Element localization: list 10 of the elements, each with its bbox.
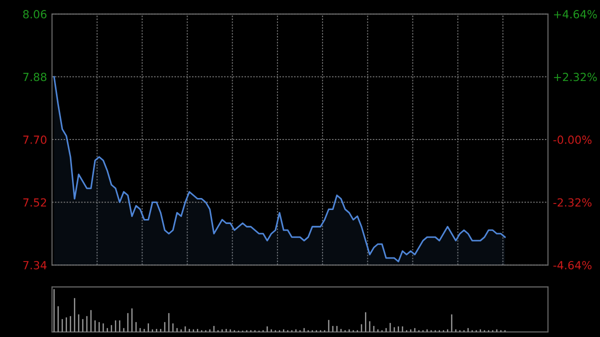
y2-tick-label: -4.64% bbox=[553, 260, 592, 270]
y2-tick-label: -0.00% bbox=[553, 136, 592, 144]
y-tick-label: 7.52 bbox=[23, 198, 46, 207]
y-tick-label: 8.06 bbox=[23, 10, 46, 18]
y-tick-label: 7.88 bbox=[23, 72, 46, 82]
y-tick-label: 7.34 bbox=[23, 260, 47, 270]
y2-tick-label: +4.64% bbox=[554, 10, 597, 18]
y2-tick-label: -2.32% bbox=[553, 198, 592, 207]
y-tick-label: 7.70 bbox=[23, 136, 46, 144]
y2-tick-label: +2.32% bbox=[554, 72, 597, 82]
